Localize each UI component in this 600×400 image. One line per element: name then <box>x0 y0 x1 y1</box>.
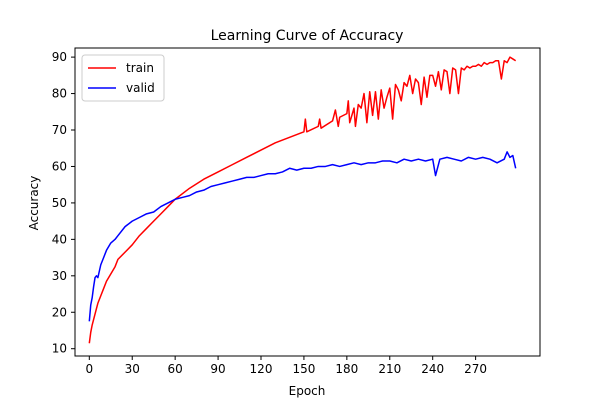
y-axis: 10 20 30 40 50 60 70 80 90 <box>52 50 75 356</box>
legend-label-train: train <box>126 61 154 75</box>
x-tick-label: 90 <box>210 362 225 376</box>
x-tick-label: 120 <box>250 362 273 376</box>
y-tick-label: 10 <box>52 342 67 356</box>
x-axis-label: Epoch <box>289 384 326 398</box>
x-tick-label: 0 <box>85 362 93 376</box>
series-line-valid <box>88 151 517 322</box>
plot-series <box>88 56 517 344</box>
series-line-train <box>88 56 517 344</box>
y-tick-label: 50 <box>52 196 67 210</box>
y-tick-label: 60 <box>52 159 67 173</box>
x-tick-label: 240 <box>421 362 444 376</box>
x-tick-label: 150 <box>292 362 315 376</box>
legend-box <box>81 54 165 102</box>
x-axis: 0 30 60 90 120 150 180 210 240 270 <box>85 356 487 376</box>
y-tick-label: 80 <box>52 87 67 101</box>
y-tick-label: 70 <box>52 123 67 137</box>
y-tick-label: 20 <box>52 305 67 319</box>
x-tick-label: 210 <box>378 362 401 376</box>
chart-title: Learning Curve of Accuracy <box>211 28 404 44</box>
x-tick-label: 270 <box>464 362 487 376</box>
y-tick-label: 90 <box>52 50 67 64</box>
legend: train valid <box>81 54 165 102</box>
plot-area-frame <box>74 47 541 357</box>
y-axis-label: Accuracy <box>27 176 41 231</box>
x-tick-label: 30 <box>125 362 140 376</box>
x-tick-label: 180 <box>335 362 358 376</box>
x-tick-label: 60 <box>168 362 183 376</box>
y-tick-label: 40 <box>52 232 67 246</box>
legend-label-valid: valid <box>126 81 155 95</box>
y-tick-label: 30 <box>52 269 67 283</box>
